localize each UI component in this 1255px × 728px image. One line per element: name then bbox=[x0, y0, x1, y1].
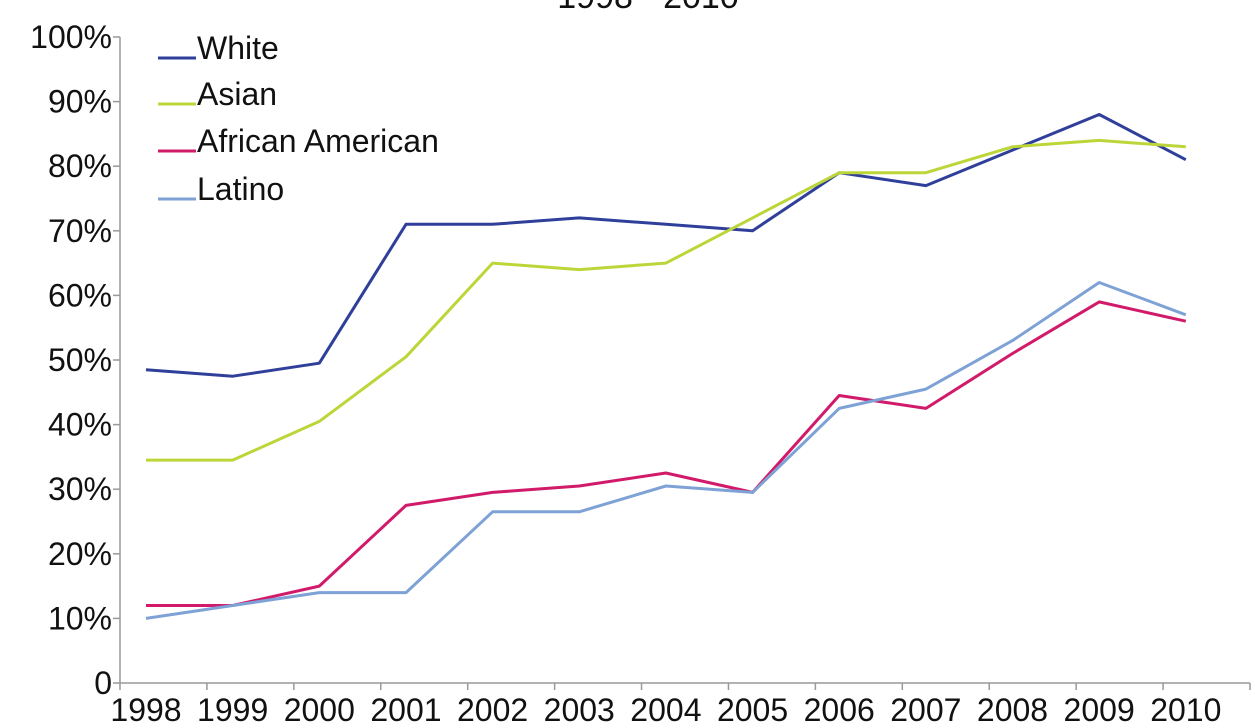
x-tick-label: 2005 bbox=[717, 692, 788, 728]
legend-label: White bbox=[197, 30, 279, 66]
legend-label: Asian bbox=[197, 76, 277, 112]
series-line-0 bbox=[145, 113, 1187, 378]
x-tick-label: 2003 bbox=[544, 692, 615, 728]
y-tick-label: 30% bbox=[48, 471, 112, 507]
y-tick-label: 20% bbox=[48, 536, 112, 572]
x-tick-label: 2009 bbox=[1064, 692, 1135, 728]
y-tick-label: 60% bbox=[48, 277, 112, 313]
axes bbox=[113, 36, 1251, 690]
x-tick-label: 1998 bbox=[110, 692, 181, 728]
x-tick-label: 2000 bbox=[284, 692, 355, 728]
legend: White Asian African American Latino bbox=[158, 30, 439, 207]
series-line-1 bbox=[146, 138, 1186, 462]
series-line-3 bbox=[145, 281, 1187, 620]
y-tick-label: 100% bbox=[30, 19, 112, 55]
y-tick-label: 10% bbox=[48, 600, 112, 636]
y-tick-label: 90% bbox=[48, 84, 112, 120]
y-tick-label: 80% bbox=[48, 148, 112, 184]
y-tick-label: 50% bbox=[48, 342, 112, 378]
tick-labels: 0 10% 20% 30% 40% 50% 60% 70% 80% 90% 100% 1998 1999… bbox=[30, 19, 1221, 728]
x-tick-label: 2006 bbox=[804, 692, 875, 728]
chart-title: 1998 - 2010 bbox=[557, 0, 739, 16]
series-lines bbox=[145, 113, 1187, 620]
series-line-2 bbox=[146, 300, 1187, 607]
y-tick-label: 70% bbox=[48, 213, 112, 249]
x-tick-label: 2001 bbox=[370, 692, 441, 728]
legend-label: African American bbox=[197, 123, 439, 159]
y-tick-label: 0 bbox=[94, 665, 112, 701]
x-tick-label: 1999 bbox=[197, 692, 268, 728]
y-tick-label: 40% bbox=[48, 407, 112, 443]
x-tick-label: 2008 bbox=[977, 692, 1048, 728]
x-tick-label: 2010 bbox=[1150, 692, 1221, 728]
x-tick-label: 2002 bbox=[457, 692, 528, 728]
legend-label: Latino bbox=[197, 171, 284, 207]
x-tick-label: 2004 bbox=[630, 692, 701, 728]
x-tick-label: 2007 bbox=[890, 692, 961, 728]
